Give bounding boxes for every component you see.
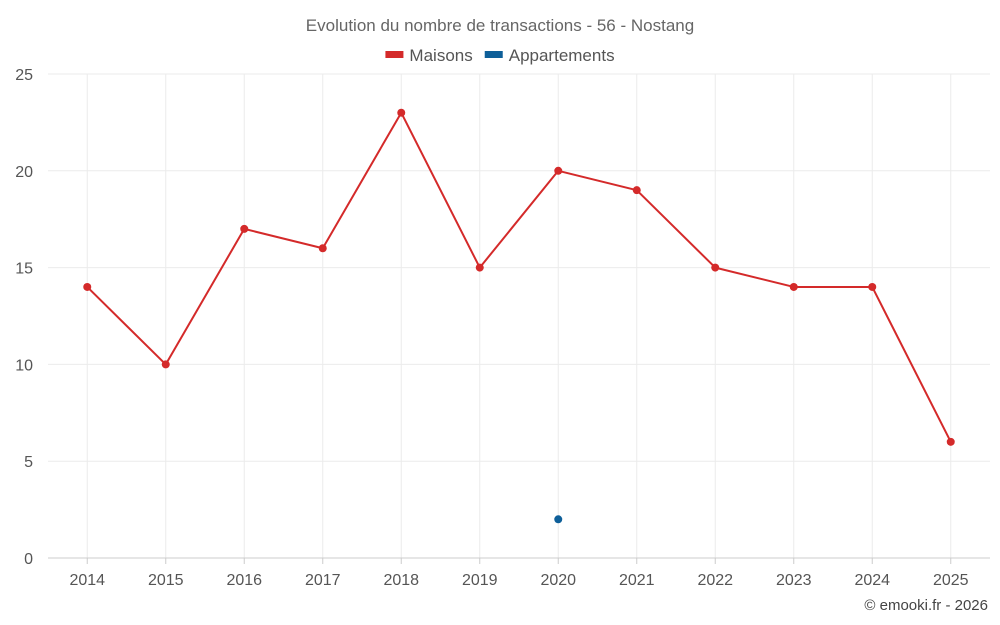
x-tick-label: 2017 bbox=[305, 572, 341, 589]
x-tick-label: 2018 bbox=[383, 572, 419, 589]
series-maisons bbox=[83, 108, 955, 446]
x-tick-label: 2019 bbox=[462, 572, 498, 589]
y-tick-label: 15 bbox=[15, 261, 33, 278]
x-tick-label: 2025 bbox=[933, 572, 969, 589]
legend-item-appartements[interactable]: Appartements bbox=[484, 46, 615, 65]
gridlines bbox=[48, 73, 990, 558]
x-tick-label: 2021 bbox=[619, 572, 655, 589]
y-tick-label: 20 bbox=[15, 164, 33, 181]
data-point-maisons[interactable] bbox=[711, 263, 720, 272]
x-tick-label: 2014 bbox=[69, 572, 105, 589]
x-tick-label: 2024 bbox=[854, 572, 890, 589]
y-tick-label: 25 bbox=[15, 67, 33, 84]
data-point-maisons[interactable] bbox=[318, 244, 327, 253]
series-line-maisons bbox=[86, 111, 952, 443]
legend-label-appartements: Appartements bbox=[509, 46, 615, 65]
chart-title: Evolution du nombre de transactions - 56… bbox=[306, 16, 694, 35]
y-tick-label: 0 bbox=[24, 551, 33, 568]
data-point-maisons[interactable] bbox=[632, 186, 641, 195]
x-tick-label: 2020 bbox=[540, 572, 576, 589]
x-tick-label: 2022 bbox=[697, 572, 733, 589]
data-point-maisons[interactable] bbox=[83, 282, 92, 291]
legend-label-maisons: Maisons bbox=[409, 46, 472, 65]
legend-swatch-appartements bbox=[484, 51, 503, 58]
x-tick-label: 2015 bbox=[148, 572, 184, 589]
series-appartements bbox=[554, 515, 563, 524]
legend-swatch-maisons bbox=[385, 51, 404, 58]
legend: Maisons Appartements bbox=[385, 46, 615, 65]
series bbox=[83, 108, 955, 524]
credit-text: © emooki.fr - 2026 bbox=[864, 597, 988, 614]
data-point-maisons[interactable] bbox=[868, 282, 877, 291]
data-point-maisons[interactable] bbox=[554, 166, 563, 175]
x-tick-label: 2016 bbox=[226, 572, 262, 589]
data-point-maisons[interactable] bbox=[946, 437, 955, 446]
y-tick-label: 10 bbox=[15, 357, 33, 374]
data-point-appartements[interactable] bbox=[554, 515, 563, 524]
legend-item-maisons[interactable]: Maisons bbox=[385, 46, 473, 65]
data-point-maisons[interactable] bbox=[475, 263, 484, 272]
data-point-maisons[interactable] bbox=[397, 108, 406, 117]
x-tick-label: 2023 bbox=[776, 572, 812, 589]
y-tick-label: 5 bbox=[24, 454, 33, 471]
data-point-maisons[interactable] bbox=[789, 282, 798, 291]
data-point-maisons[interactable] bbox=[240, 224, 249, 233]
data-point-maisons[interactable] bbox=[161, 360, 170, 369]
